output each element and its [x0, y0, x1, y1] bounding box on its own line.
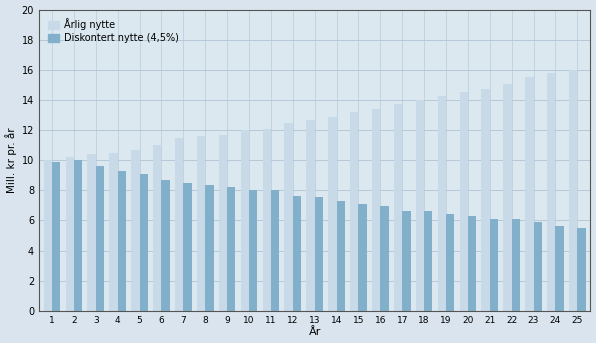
Bar — [504, 84, 511, 311]
Bar — [184, 183, 192, 311]
X-axis label: År: År — [309, 328, 321, 338]
Bar — [328, 117, 337, 311]
Bar — [219, 134, 227, 311]
Bar — [555, 226, 564, 311]
Bar — [533, 222, 542, 311]
Bar — [263, 129, 271, 311]
Bar — [372, 109, 380, 311]
Bar — [66, 157, 74, 311]
Bar — [482, 90, 490, 311]
Bar — [490, 219, 498, 311]
Bar — [131, 150, 139, 311]
Bar — [402, 211, 411, 311]
Bar — [315, 197, 323, 311]
Bar — [227, 187, 235, 311]
Legend: Årlig nytte, Diskontert nytte (4,5%): Årlig nytte, Diskontert nytte (4,5%) — [44, 14, 183, 47]
Bar — [460, 92, 468, 311]
Bar — [306, 119, 315, 311]
Bar — [249, 190, 257, 311]
Bar — [197, 136, 205, 311]
Y-axis label: Mill. kr pr. år: Mill. kr pr. år — [5, 127, 17, 193]
Bar — [468, 216, 476, 311]
Bar — [350, 112, 358, 311]
Bar — [88, 154, 96, 311]
Bar — [271, 190, 279, 311]
Bar — [416, 100, 424, 311]
Bar — [205, 185, 213, 311]
Bar — [162, 180, 170, 311]
Bar — [139, 174, 148, 311]
Bar — [284, 123, 293, 311]
Bar — [109, 153, 117, 311]
Bar — [511, 219, 520, 311]
Bar — [293, 196, 301, 311]
Bar — [437, 96, 446, 311]
Bar — [424, 211, 433, 311]
Bar — [358, 204, 367, 311]
Bar — [569, 70, 578, 311]
Bar — [74, 160, 82, 311]
Bar — [525, 77, 533, 311]
Bar — [96, 166, 104, 311]
Bar — [153, 145, 162, 311]
Bar — [117, 171, 126, 311]
Bar — [380, 206, 389, 311]
Bar — [547, 73, 555, 311]
Bar — [446, 214, 454, 311]
Bar — [394, 105, 402, 311]
Bar — [337, 201, 345, 311]
Bar — [52, 162, 60, 311]
Bar — [578, 228, 586, 311]
Bar — [241, 130, 249, 311]
Bar — [175, 138, 184, 311]
Bar — [44, 160, 52, 311]
